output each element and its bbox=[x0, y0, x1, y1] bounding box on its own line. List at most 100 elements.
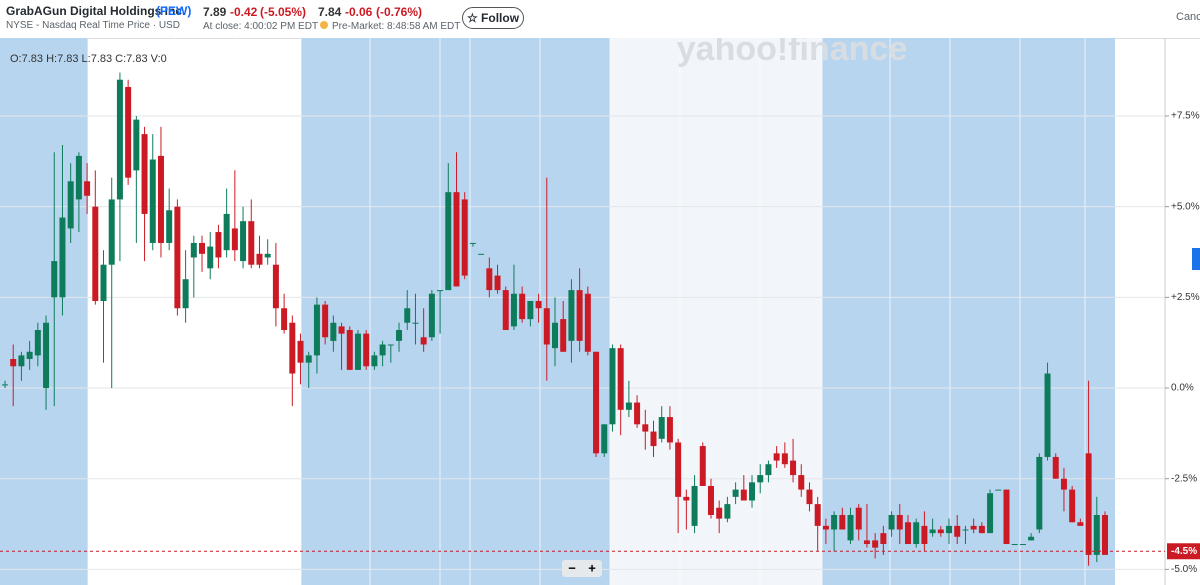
candle-body bbox=[445, 192, 452, 291]
ticker: (PEW) bbox=[156, 4, 192, 18]
y-tick-label: +7.5% bbox=[1171, 111, 1200, 122]
candle-body bbox=[568, 290, 575, 341]
candle-body bbox=[34, 329, 41, 356]
candle-body bbox=[1044, 373, 1051, 457]
candle-body bbox=[1069, 489, 1076, 523]
follow-button[interactable]: ☆ Follow bbox=[462, 7, 524, 29]
candle-body bbox=[896, 514, 903, 530]
candle-body bbox=[642, 424, 649, 432]
candle-body bbox=[790, 460, 797, 476]
candle-body bbox=[75, 155, 82, 200]
candle-body bbox=[2, 384, 8, 386]
candle-body bbox=[182, 279, 189, 309]
candle-body bbox=[223, 213, 230, 251]
candle-body bbox=[404, 308, 411, 323]
zoom-controls bbox=[562, 560, 602, 577]
candle-body bbox=[634, 402, 641, 425]
pre-time: Pre-Market: 8:48:58 AM EDT bbox=[320, 21, 460, 32]
company: GrabAGun Digital Holdings Inc. bbox=[6, 4, 186, 18]
candle-body bbox=[330, 322, 337, 341]
candle-body bbox=[510, 293, 517, 327]
candle-body bbox=[675, 442, 682, 497]
candle-body bbox=[231, 228, 238, 251]
close-time: At close: 4:00:02 PM EDT bbox=[203, 21, 319, 32]
y-tick-label: -5.0% bbox=[1171, 564, 1197, 575]
y-tick-label: +2.5% bbox=[1171, 292, 1200, 303]
candle-body bbox=[387, 344, 394, 346]
candle-body bbox=[1036, 456, 1043, 530]
candle-body bbox=[1093, 514, 1100, 555]
pre-change: -0.06 bbox=[345, 5, 373, 19]
cut-tab[interactable]: Canc bbox=[1176, 11, 1200, 23]
candle-body bbox=[601, 424, 608, 454]
candle-body bbox=[486, 268, 493, 291]
candle-body bbox=[1060, 478, 1067, 490]
candle-body bbox=[732, 489, 739, 497]
zoom-out[interactable]: − bbox=[568, 560, 576, 575]
candle-body bbox=[478, 253, 485, 255]
header: GrabAGun Digital Holdings Inc. (PEW) NYS… bbox=[0, 0, 1200, 39]
follow-label: Follow bbox=[481, 11, 520, 25]
candle-body bbox=[363, 333, 370, 367]
candle-body bbox=[437, 290, 444, 292]
candle-body bbox=[207, 246, 214, 269]
ohlc-legend: O:7.83 H:7.83 L:7.83 C:7.83 V:0 bbox=[10, 53, 167, 65]
candle-body bbox=[937, 529, 944, 534]
candle-body bbox=[51, 261, 58, 298]
candle-body bbox=[371, 355, 378, 367]
candle-body bbox=[141, 134, 148, 214]
candle-body bbox=[699, 446, 706, 486]
candle-body bbox=[929, 529, 936, 534]
close-change: -0.42 bbox=[230, 5, 258, 19]
candle-body bbox=[683, 496, 690, 501]
candle-body bbox=[149, 159, 156, 243]
candle-body bbox=[256, 253, 263, 265]
candle-body bbox=[166, 210, 173, 243]
candle-body bbox=[946, 525, 953, 534]
candle-body bbox=[888, 514, 895, 530]
candle-body bbox=[1102, 514, 1108, 555]
candle-body bbox=[100, 264, 107, 301]
candle-body bbox=[59, 217, 66, 298]
candle-body bbox=[740, 489, 747, 501]
candle-body bbox=[453, 192, 460, 287]
y-tick-label: 0.0% bbox=[1171, 383, 1194, 394]
candle-body bbox=[396, 329, 403, 341]
zoom-in[interactable]: + bbox=[588, 560, 596, 575]
candle-body bbox=[313, 304, 320, 356]
candle-body bbox=[519, 293, 526, 320]
pre-price: 7.84 bbox=[318, 5, 342, 19]
side-toggle[interactable] bbox=[1192, 248, 1200, 270]
candle-body bbox=[576, 290, 583, 341]
candle-body bbox=[527, 300, 534, 320]
candle-body bbox=[67, 181, 74, 229]
candle-body bbox=[666, 417, 673, 443]
chart: yahoo!finance O:7.83 H:7.83 L:7.83 C:7.8… bbox=[0, 38, 1200, 585]
candle-body bbox=[354, 333, 361, 370]
candle-body bbox=[880, 533, 887, 545]
candle-body bbox=[593, 351, 600, 454]
candle-body bbox=[10, 359, 17, 367]
candle-body bbox=[1011, 544, 1018, 546]
candle-body bbox=[272, 264, 279, 309]
candle-body bbox=[617, 348, 624, 410]
candle-body bbox=[43, 322, 50, 389]
candle-body bbox=[1077, 522, 1084, 526]
candle-body bbox=[839, 514, 846, 530]
close-pct: (-5.05%) bbox=[260, 5, 307, 19]
candle-body bbox=[264, 253, 271, 258]
session-band bbox=[610, 38, 822, 585]
candle-body bbox=[650, 431, 657, 447]
candle-body bbox=[757, 475, 764, 483]
candle-body bbox=[707, 485, 714, 515]
candle-body bbox=[552, 322, 558, 349]
candle-body bbox=[428, 293, 435, 338]
candle-body bbox=[863, 540, 870, 545]
candle-body bbox=[125, 86, 132, 178]
candle-body bbox=[798, 475, 805, 490]
candle-body bbox=[978, 525, 985, 534]
candle-body bbox=[814, 504, 821, 526]
candle-body bbox=[1085, 453, 1092, 555]
candle-body bbox=[1028, 536, 1035, 541]
candle-body bbox=[108, 199, 115, 265]
